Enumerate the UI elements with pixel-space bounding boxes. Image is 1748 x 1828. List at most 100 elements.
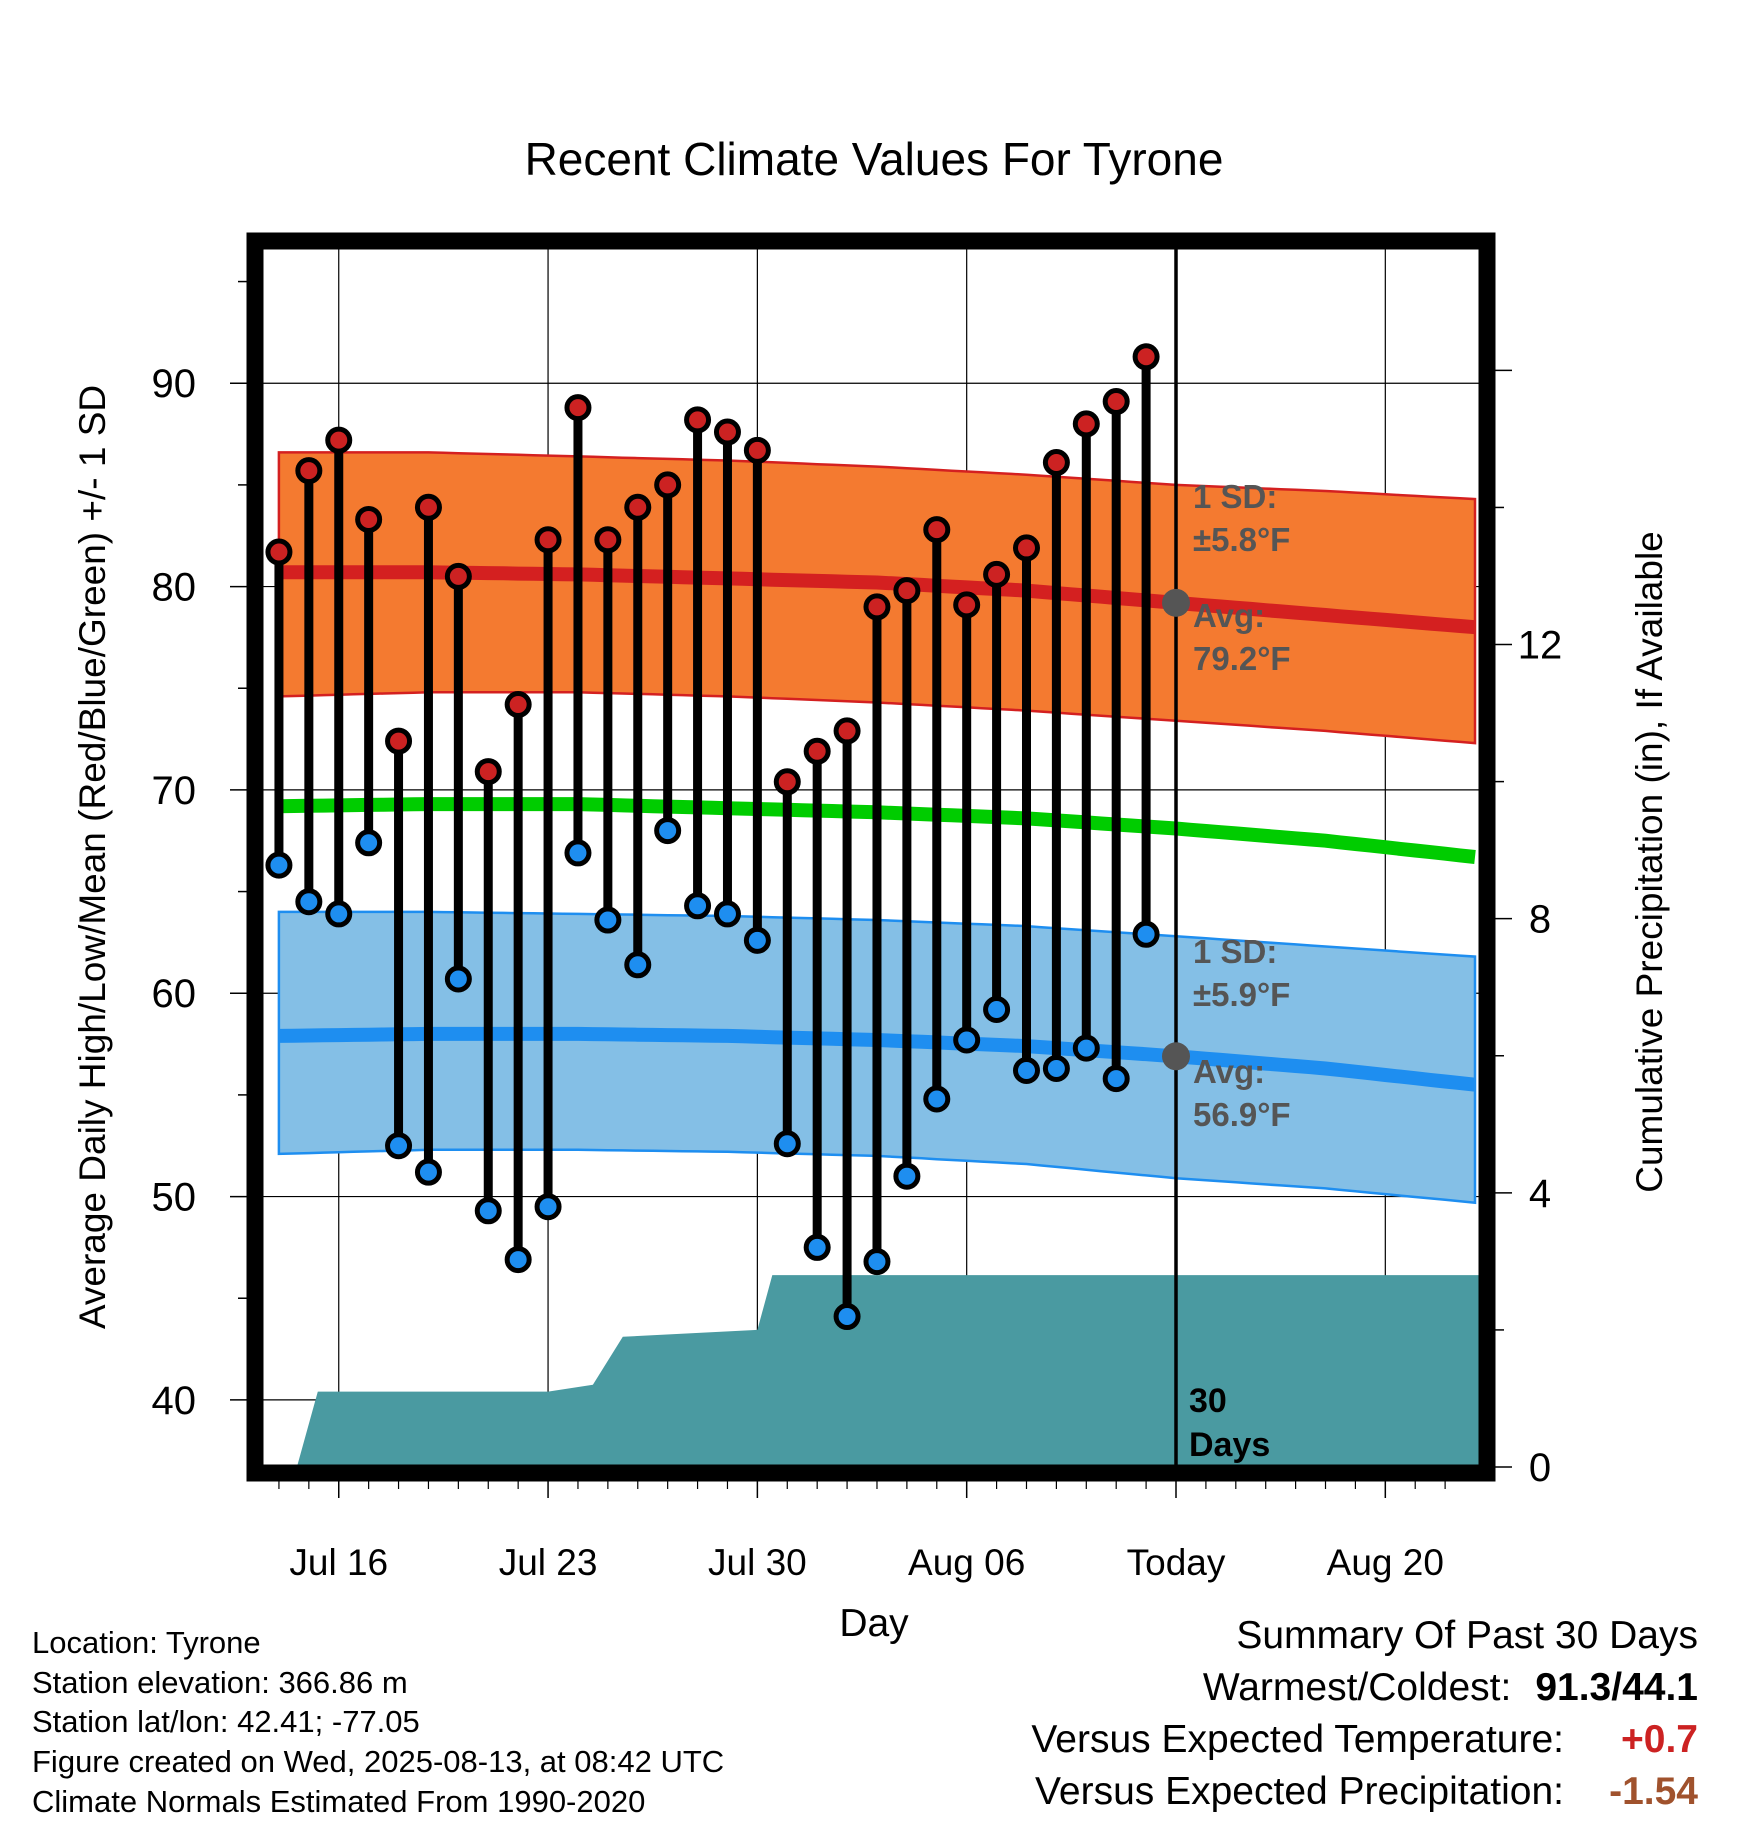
chart-title: Recent Climate Values For Tyrone [525,133,1224,185]
daily-low-point [1072,1034,1100,1062]
x-tick-label: Today [1127,1542,1226,1583]
low-sd-value: ±5.9°F [1193,976,1290,1013]
low-avg-value: 56.9°F [1193,1096,1291,1133]
high-sd-label: 1 SD: [1193,478,1277,515]
summary-temp-value: +0.7 [1621,1718,1698,1761]
daily-low-point [385,1132,413,1160]
daily-high-point [385,727,413,755]
daily-high-point [983,560,1011,588]
daily-low-point [773,1130,801,1158]
high-sd-value: ±5.8°F [1193,521,1290,558]
daily-high-point [414,493,442,521]
y-tick-label: 50 [152,1176,197,1220]
daily-high-point [1132,343,1160,371]
today-low-average-dot [1162,1042,1190,1071]
daily-high-point [833,717,861,745]
daily-high-point [773,768,801,796]
daily-high-point [1012,534,1040,562]
x-tick-label: Jul 16 [289,1542,388,1583]
y2-tick-label: 8 [1529,898,1551,942]
daily-high-point [325,426,353,454]
daily-high-point [444,562,472,590]
footer-normals: Climate Normals Estimated From 1990-2020 [32,1784,646,1819]
daily-high-point [1042,449,1070,477]
y-tick-label: 60 [152,972,197,1016]
daily-high-point [713,418,741,446]
daily-low-point [564,839,592,867]
high-avg-label: Avg: [1193,597,1265,634]
daily-high-point [624,493,652,521]
daily-low-point [325,900,353,928]
daily-high-point [953,591,981,619]
daily-high-point [654,471,682,499]
daily-high-point [803,737,831,765]
footer-created: Figure created on Wed, 2025-08-13, at 08… [32,1744,725,1779]
high-avg-value: 79.2°F [1193,640,1291,677]
daily-low-point [265,851,293,879]
daily-low-point [983,996,1011,1023]
daily-low-point [444,965,472,993]
daily-low-point [1012,1057,1040,1084]
today-high-average-dot [1162,588,1190,617]
y-axis-title: Average Daily High/Low/Mean (Red/Blue/Gr… [72,385,113,1329]
summary-title: Summary Of Past 30 Days [1236,1614,1698,1657]
daily-low-point [833,1303,861,1331]
daily-high-point [534,526,562,554]
x-tick-label: Jul 30 [708,1542,807,1583]
footer-latlon: Station lat/lon: 42.41; -77.05 [32,1704,420,1739]
summary-precip-label: Versus Expected Precipitation: [1035,1770,1564,1813]
daily-low-point [923,1085,951,1113]
y-tick-label: 40 [152,1379,197,1423]
y-tick-label: 70 [152,769,197,813]
y-tick-label: 90 [152,362,197,406]
x-tick-label: Aug 20 [1327,1542,1444,1583]
summary-temp: Versus Expected Temperature: +0.7 [1031,1718,1698,1762]
y-tick-label: 80 [152,566,197,610]
x-tick-label: Aug 06 [908,1542,1025,1583]
daily-high-point [1072,410,1100,438]
daily-low-point [803,1233,831,1261]
daily-low-point [534,1193,562,1221]
plot-layer [261,247,1481,1467]
x-tick-label: Jul 23 [499,1542,598,1583]
summary-warm-cold-label: Warmest/Coldest: [1202,1666,1512,1709]
daily-high-point [923,516,951,544]
daily-low-point [953,1026,981,1054]
daily-high-point [863,593,891,621]
summary-warm-cold-value: 91.3/44.1 [1535,1666,1698,1709]
daily-high-point [295,457,323,485]
daily-low-point [504,1246,532,1274]
daily-low-point [654,817,682,845]
daily-high-point [1102,388,1130,416]
daily-low-point [414,1158,442,1186]
daily-low-point [1102,1065,1130,1093]
daily-high-point [893,577,921,605]
daily-high-point [265,538,293,566]
low-sd-label: 1 SD: [1193,933,1277,970]
days-word-label: Days [1189,1426,1270,1464]
y2-tick-label: 0 [1529,1446,1551,1490]
daily-low-point [713,900,741,928]
daily-low-point [863,1248,891,1276]
daily-low-point [1042,1054,1070,1082]
daily-low-point [684,892,712,920]
summary-warm-cold: Warmest/Coldest: 91.3/44.1 [1203,1666,1698,1710]
daily-low-point [355,829,383,857]
daily-low-point [624,951,652,979]
y2-tick-label: 4 [1529,1172,1551,1216]
days-count-label: 30 [1189,1382,1227,1420]
summary-precip: Versus Expected Precipitation: -1.54 [1035,1770,1698,1814]
daily-high-point [684,406,712,434]
daily-low-point [743,926,771,954]
daily-low-point [474,1197,502,1225]
daily-high-point [743,436,771,464]
footer-elevation: Station elevation: 366.86 m [32,1665,408,1700]
daily-high-point [564,394,592,422]
plot-frame [246,232,1496,1482]
daily-low-point [1132,920,1160,948]
daily-low-point [594,906,622,934]
summary-temp-label: Versus Expected Temperature: [1031,1718,1564,1761]
daily-high-point [504,691,532,718]
daily-low-point [295,888,323,916]
